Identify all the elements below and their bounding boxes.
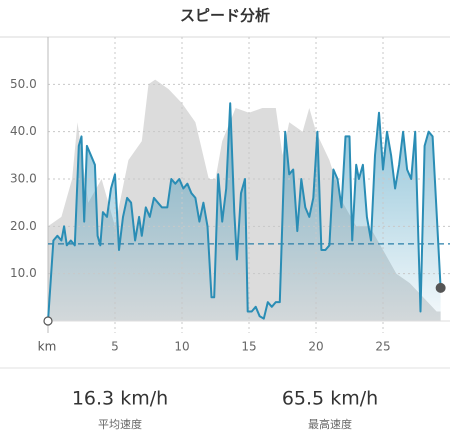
y-tick-label: 10.0 <box>10 266 37 280</box>
x-axis-label: km <box>38 340 57 354</box>
stat-value: 16.3 km/h <box>72 388 168 410</box>
y-tick-label: 20.0 <box>10 219 37 233</box>
y-tick-label: 30.0 <box>10 172 37 186</box>
x-tick-label: 25 <box>375 340 390 354</box>
chart-title: スピード分析 <box>180 7 270 25</box>
speed-area <box>48 103 441 321</box>
x-tick-label: 20 <box>308 340 323 354</box>
end-point <box>435 282 446 293</box>
x-tick-label: 5 <box>111 340 119 354</box>
x-tick-label: 15 <box>241 340 256 354</box>
stat-caption: 最高速度 <box>308 417 352 431</box>
x-tick-label: 10 <box>174 340 189 354</box>
stat-caption: 平均速度 <box>98 417 142 431</box>
start-point <box>43 316 53 326</box>
y-tick-label: 50.0 <box>10 77 37 91</box>
speed-line <box>47 102 442 322</box>
stat-value: 65.5 km/h <box>282 388 378 410</box>
y-tick-label: 40.0 <box>10 124 37 138</box>
